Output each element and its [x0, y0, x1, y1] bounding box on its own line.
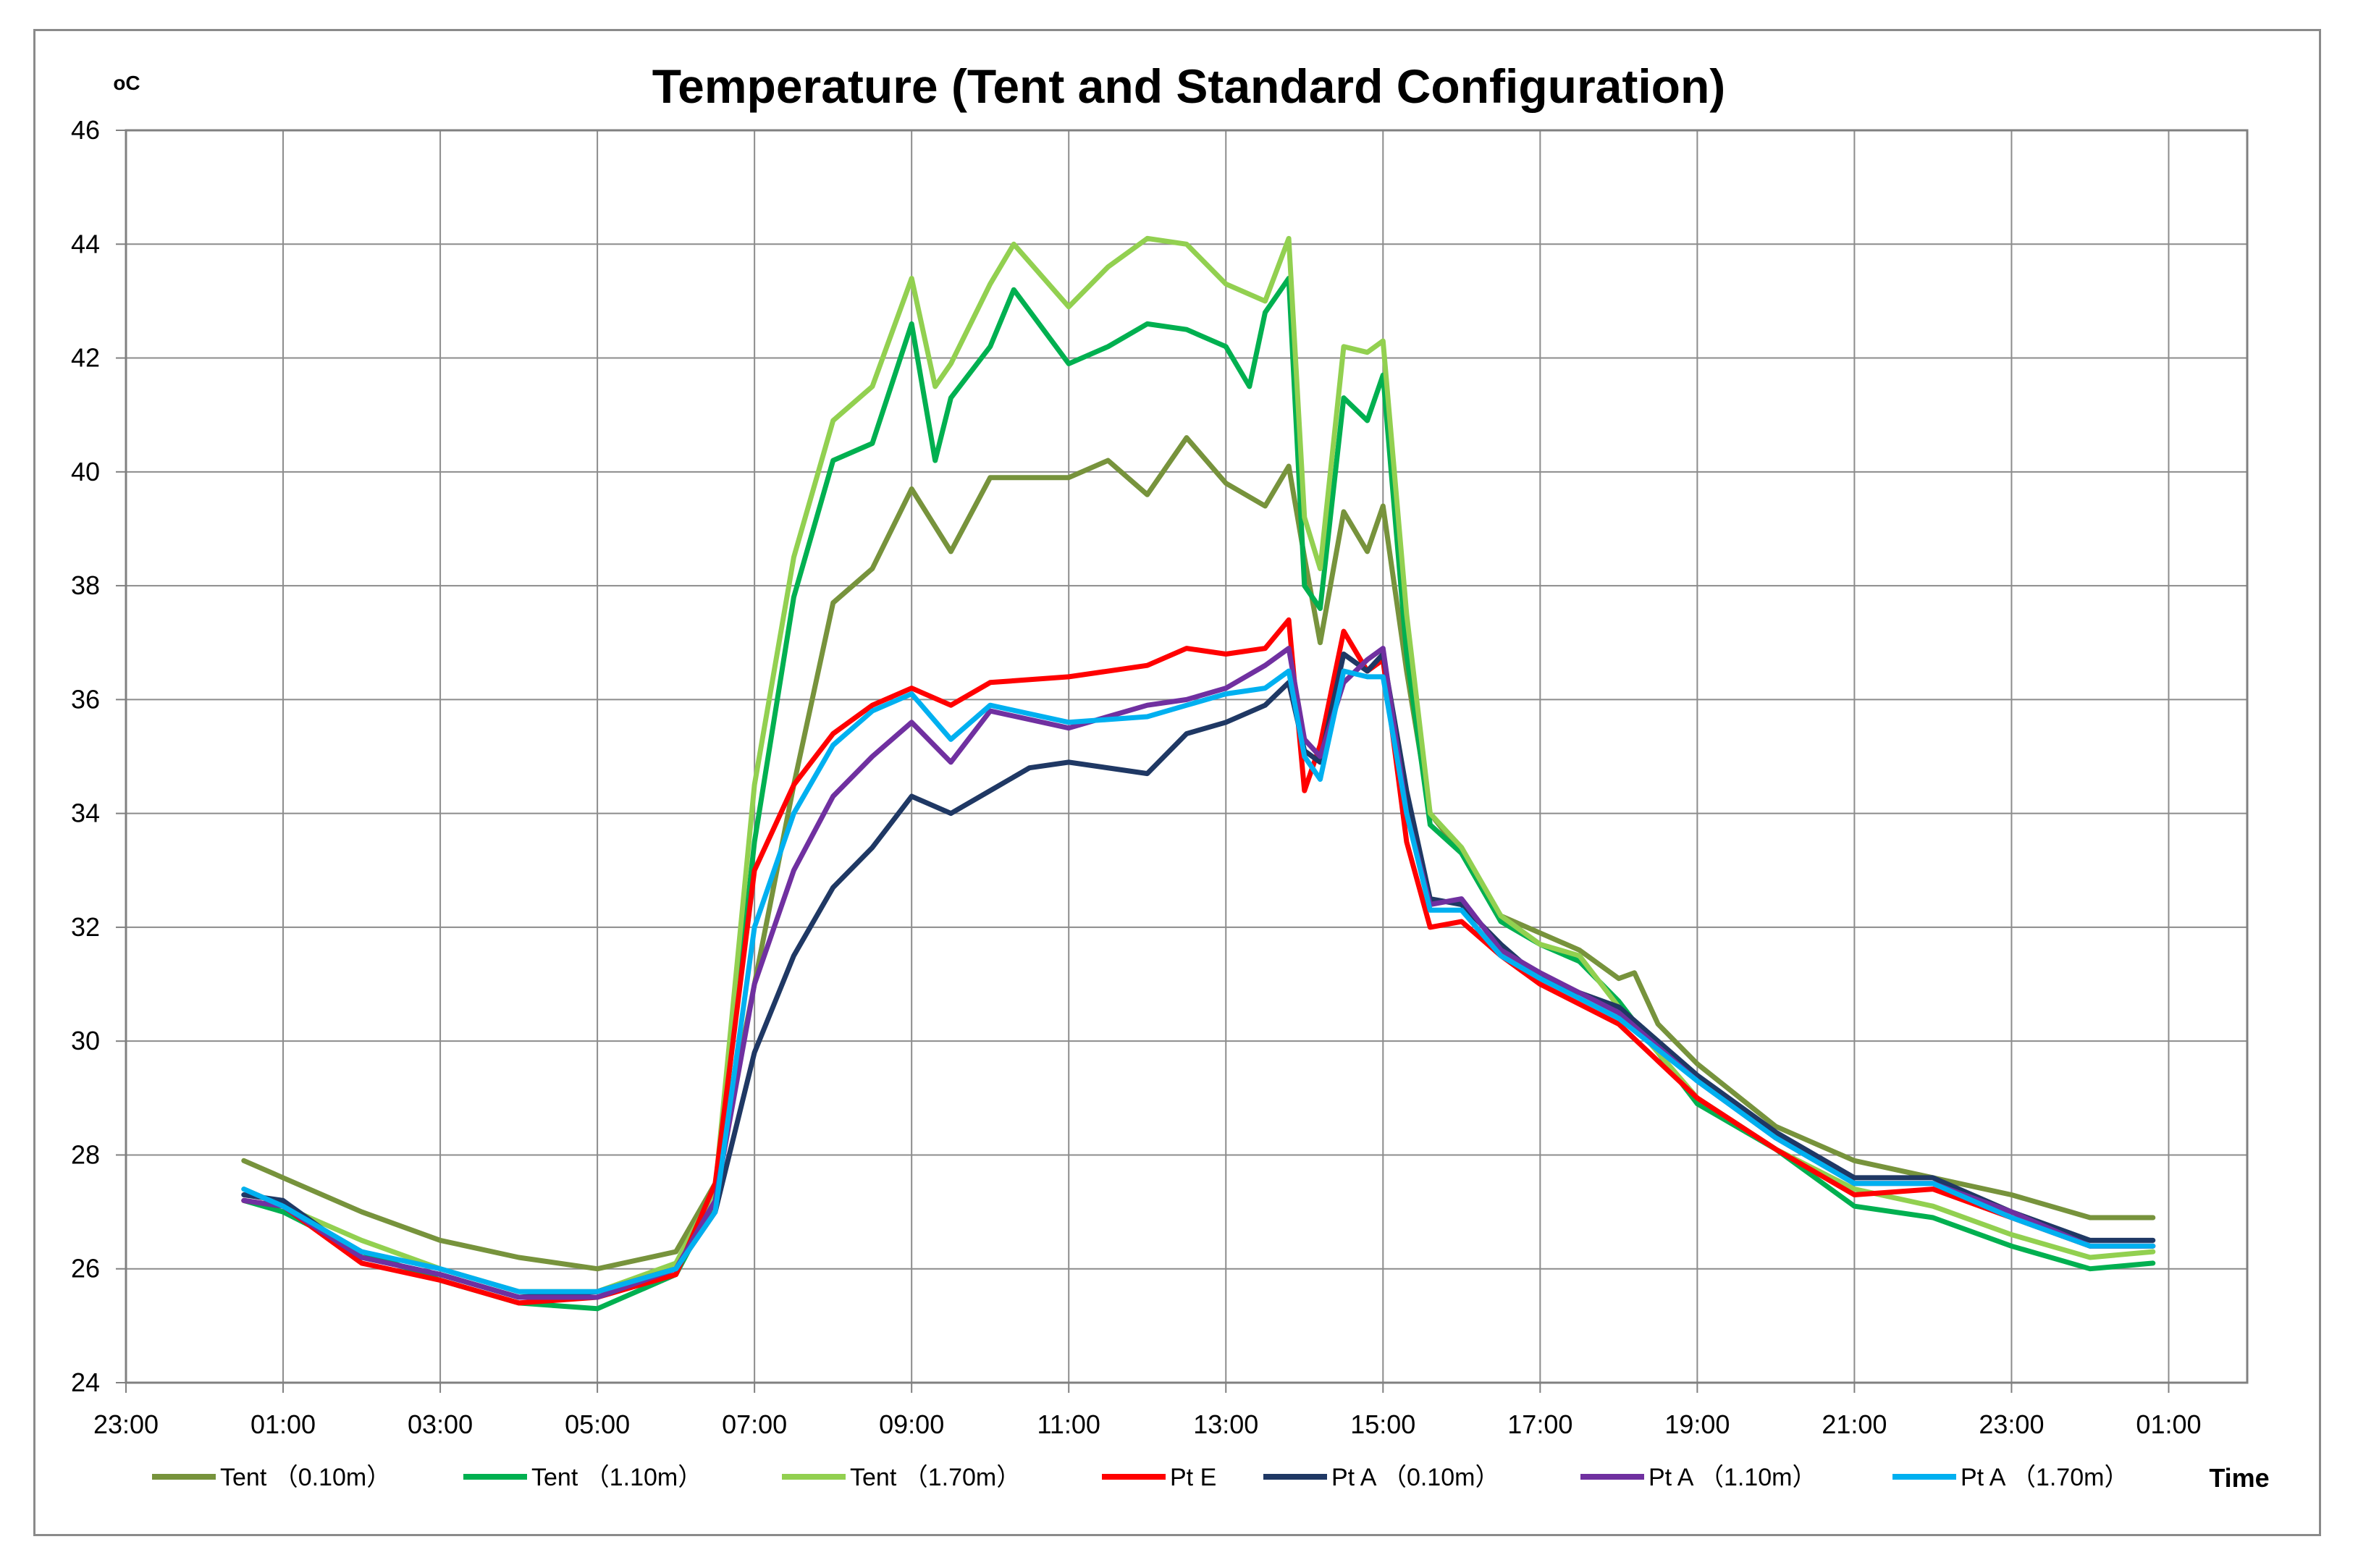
- y-tick-label: 40: [71, 457, 100, 486]
- y-tick-label: 42: [71, 343, 100, 373]
- x-tick-label: 13:00: [1193, 1409, 1258, 1439]
- x-tick-label: 05:00: [565, 1409, 630, 1439]
- legend-label: Pt A （0.10m）: [1331, 1464, 1499, 1491]
- x-axis: 23:00 01:00 03:00 05:00 07:00 09:00 11:00 13:00…: [93, 1383, 2202, 1439]
- legend-label: Tent （1.70m）: [850, 1464, 1021, 1491]
- plot-area: [125, 129, 2249, 1384]
- y-axis-unit-label: oC: [113, 72, 140, 94]
- series-lines: [241, 235, 2156, 1312]
- chart-title: Temperature (Tent and Standard Configura…: [652, 59, 1726, 113]
- series-line-6: [241, 646, 2156, 1300]
- x-axis-label: Time: [2209, 1463, 2269, 1493]
- series-line-4: [241, 617, 2156, 1306]
- x-tick-label: 01:00: [2136, 1409, 2201, 1439]
- legend-label: Tent （0.10m）: [220, 1464, 391, 1491]
- x-tick-label: 21:00: [1822, 1409, 1887, 1439]
- legend-label: Tent （1.10m）: [531, 1464, 702, 1491]
- x-tick-label: 09:00: [879, 1409, 944, 1439]
- y-tick-label: 36: [71, 684, 100, 714]
- y-tick-label: 32: [71, 912, 100, 942]
- series-line-1: [241, 435, 2156, 1272]
- series-line-7: [241, 668, 2156, 1294]
- y-tick-label: 46: [71, 115, 100, 145]
- x-tick-label: 19:00: [1664, 1409, 1730, 1439]
- legend-label: Pt A （1.70m）: [1961, 1464, 2128, 1491]
- series-line-3: [241, 235, 2156, 1294]
- y-tick-label: 30: [71, 1026, 100, 1055]
- y-tick-label: 44: [71, 229, 100, 258]
- y-tick-label: 34: [71, 798, 100, 828]
- y-tick-label: 26: [71, 1254, 100, 1284]
- legend: Tent （0.10m） Tent （1.10m） Tent （1.70m） Pt E…: [152, 1464, 2128, 1491]
- x-tick-label: 01:00: [250, 1409, 316, 1439]
- series-line-5: [241, 652, 2156, 1300]
- x-tick-label: 23:00: [1979, 1409, 2044, 1439]
- x-tick-label: 23:00: [93, 1409, 159, 1439]
- y-axis: 24 26 28 30 32 34 36 38 40 42 44 46: [71, 115, 126, 1397]
- y-tick-label: 24: [71, 1367, 100, 1397]
- x-tick-label: 11:00: [1037, 1409, 1100, 1439]
- x-tick-label: 17:00: [1507, 1409, 1572, 1439]
- x-tick-label: 15:00: [1350, 1409, 1415, 1439]
- series-line-2: [241, 276, 2156, 1312]
- legend-label: Pt E: [1170, 1464, 1216, 1491]
- x-tick-label: 07:00: [722, 1409, 787, 1439]
- chart-frame: [33, 29, 2321, 1536]
- y-tick-label: 38: [71, 570, 100, 600]
- x-tick-label: 03:00: [408, 1409, 473, 1439]
- y-tick-label: 28: [71, 1139, 100, 1169]
- legend-label: Pt A （1.10m）: [1649, 1464, 1816, 1491]
- grid: [125, 130, 2247, 1383]
